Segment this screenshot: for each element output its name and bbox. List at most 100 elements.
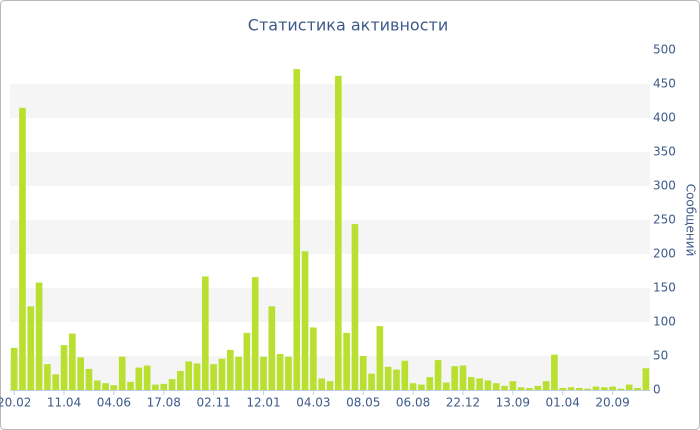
bar	[576, 387, 583, 390]
x-tick-label: 22.12	[446, 396, 480, 410]
bar	[177, 370, 184, 390]
bar	[584, 388, 591, 390]
bar	[27, 306, 35, 390]
bar	[243, 332, 251, 390]
bar	[60, 345, 68, 390]
bar	[642, 368, 650, 390]
bar	[617, 388, 625, 390]
y-tick-label: 100	[653, 315, 676, 329]
bar	[152, 384, 159, 390]
bar	[343, 332, 350, 390]
bar	[310, 327, 317, 390]
bar	[218, 358, 226, 390]
bar	[193, 363, 201, 390]
bar	[85, 368, 93, 390]
bar	[501, 385, 508, 390]
grid-band	[10, 152, 650, 186]
bar	[102, 383, 109, 390]
bar	[110, 385, 118, 390]
bar	[418, 384, 425, 390]
chart-title: Статистика активности	[248, 16, 448, 35]
bar	[69, 333, 76, 390]
bar	[260, 356, 267, 390]
y-tick-label: 400	[653, 111, 676, 125]
bar	[443, 382, 450, 390]
bar	[434, 360, 442, 390]
bar	[409, 383, 417, 390]
bar	[202, 276, 209, 390]
bar	[609, 386, 616, 390]
bar	[226, 349, 234, 390]
bar	[492, 383, 500, 390]
bar	[359, 356, 367, 390]
x-tick-label: 11.04	[47, 396, 81, 410]
bar	[634, 387, 641, 390]
bar	[44, 364, 51, 390]
bar	[118, 356, 126, 390]
bar	[210, 364, 217, 390]
x-tick-label: 04.06	[97, 396, 131, 410]
bar	[600, 387, 608, 390]
bar	[326, 381, 334, 390]
grid-band	[10, 220, 650, 254]
y-tick-label: 150	[653, 281, 676, 295]
x-tick-label: 02.11	[196, 396, 230, 410]
bar	[301, 251, 309, 390]
bar	[293, 69, 301, 390]
y-tick-label: 450	[653, 77, 676, 91]
bar	[625, 384, 633, 390]
grid-band	[10, 288, 650, 322]
y-tick-label: 0	[653, 383, 661, 397]
x-tick-label: 01.04	[546, 396, 580, 410]
bar	[351, 224, 359, 390]
grid-band	[10, 84, 650, 118]
bar	[476, 378, 483, 390]
x-tick-label: 04.03	[296, 396, 330, 410]
bar	[509, 381, 517, 390]
bar	[285, 356, 292, 390]
bar	[459, 365, 467, 390]
y-tick-label: 350	[653, 145, 676, 159]
y-tick-label: 500	[653, 43, 676, 57]
bar	[143, 365, 151, 390]
bar	[77, 357, 84, 390]
bar	[135, 367, 143, 390]
bar	[467, 377, 475, 390]
bar	[268, 306, 276, 390]
y-tick-label: 50	[653, 349, 668, 363]
bar	[551, 354, 558, 390]
bar	[484, 380, 492, 390]
bar	[451, 366, 458, 390]
bar	[401, 360, 409, 390]
y-tick-label: 200	[653, 247, 676, 261]
bar	[19, 107, 26, 391]
bar	[318, 378, 326, 390]
y-axis-title: Сообщений	[684, 184, 698, 257]
bar	[185, 361, 193, 390]
y-tick-label: 250	[653, 213, 676, 227]
bar	[559, 387, 567, 390]
bar	[567, 387, 575, 390]
bar	[384, 366, 392, 390]
bar	[393, 369, 400, 390]
x-tick-label: 20.02	[0, 396, 31, 410]
bar	[276, 353, 284, 390]
bar	[592, 386, 600, 390]
bar	[426, 377, 434, 390]
bar	[517, 387, 525, 390]
bar	[235, 356, 242, 390]
bar	[168, 379, 176, 390]
x-tick-label: 20.09	[595, 396, 629, 410]
y-tick-label: 300	[653, 179, 676, 193]
bar	[35, 282, 43, 390]
bar	[368, 373, 375, 390]
x-tick-label: 13.09	[496, 396, 530, 410]
x-tick-label: 08.05	[346, 396, 380, 410]
bar	[251, 277, 259, 390]
bar	[93, 380, 101, 390]
bar	[534, 385, 542, 390]
bar	[542, 381, 550, 390]
bar	[334, 75, 342, 390]
bar	[376, 326, 384, 390]
